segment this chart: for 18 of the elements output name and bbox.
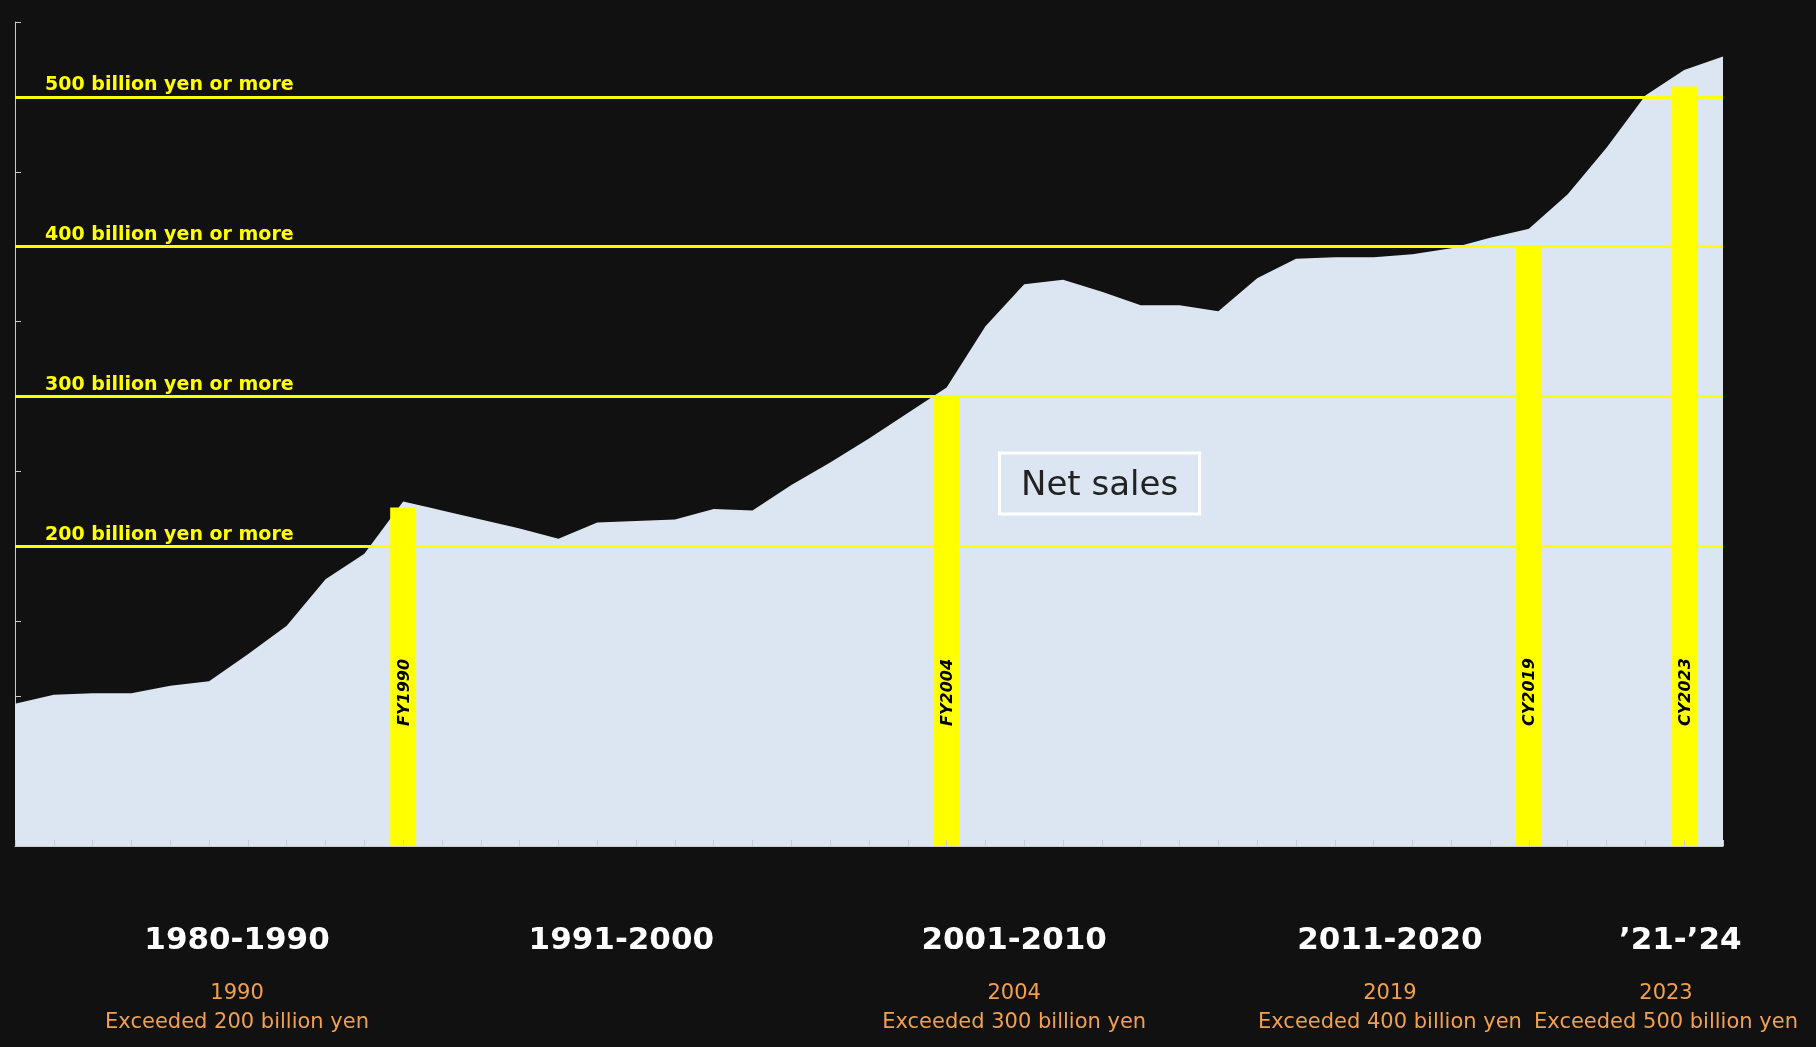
y-tick-label: 500 billion yen or more — [45, 72, 294, 95]
text: 1991-2000 — [528, 920, 715, 956]
text: 1990 Exceeded 200 billion yen — [105, 979, 369, 1033]
y-tick-label: 200 billion yen or more — [45, 521, 294, 544]
x-tick-label: FY1990 — [393, 658, 413, 726]
x-tick-label: CY2023 — [1674, 658, 1694, 726]
series-label: Net sales — [1021, 463, 1179, 504]
x-tick-label: FY2004 — [937, 658, 957, 726]
text: 1980-1990 — [144, 920, 330, 956]
y-tick-label: 400 billion yen or more — [45, 222, 294, 245]
y-tick-label: 300 billion yen or more — [45, 372, 294, 395]
text: 2011-2020 — [1297, 920, 1483, 956]
text: 2023 Exceeded 500 billion yen — [1534, 979, 1798, 1033]
text: 2019 Exceeded 400 billion yen — [1257, 979, 1522, 1033]
text: ’21-’24 — [1618, 920, 1742, 956]
x-tick-label: CY2019 — [1519, 658, 1539, 726]
text: 2001-2010 — [921, 920, 1107, 956]
text: 2004 Exceeded 300 billion yen — [882, 979, 1147, 1033]
